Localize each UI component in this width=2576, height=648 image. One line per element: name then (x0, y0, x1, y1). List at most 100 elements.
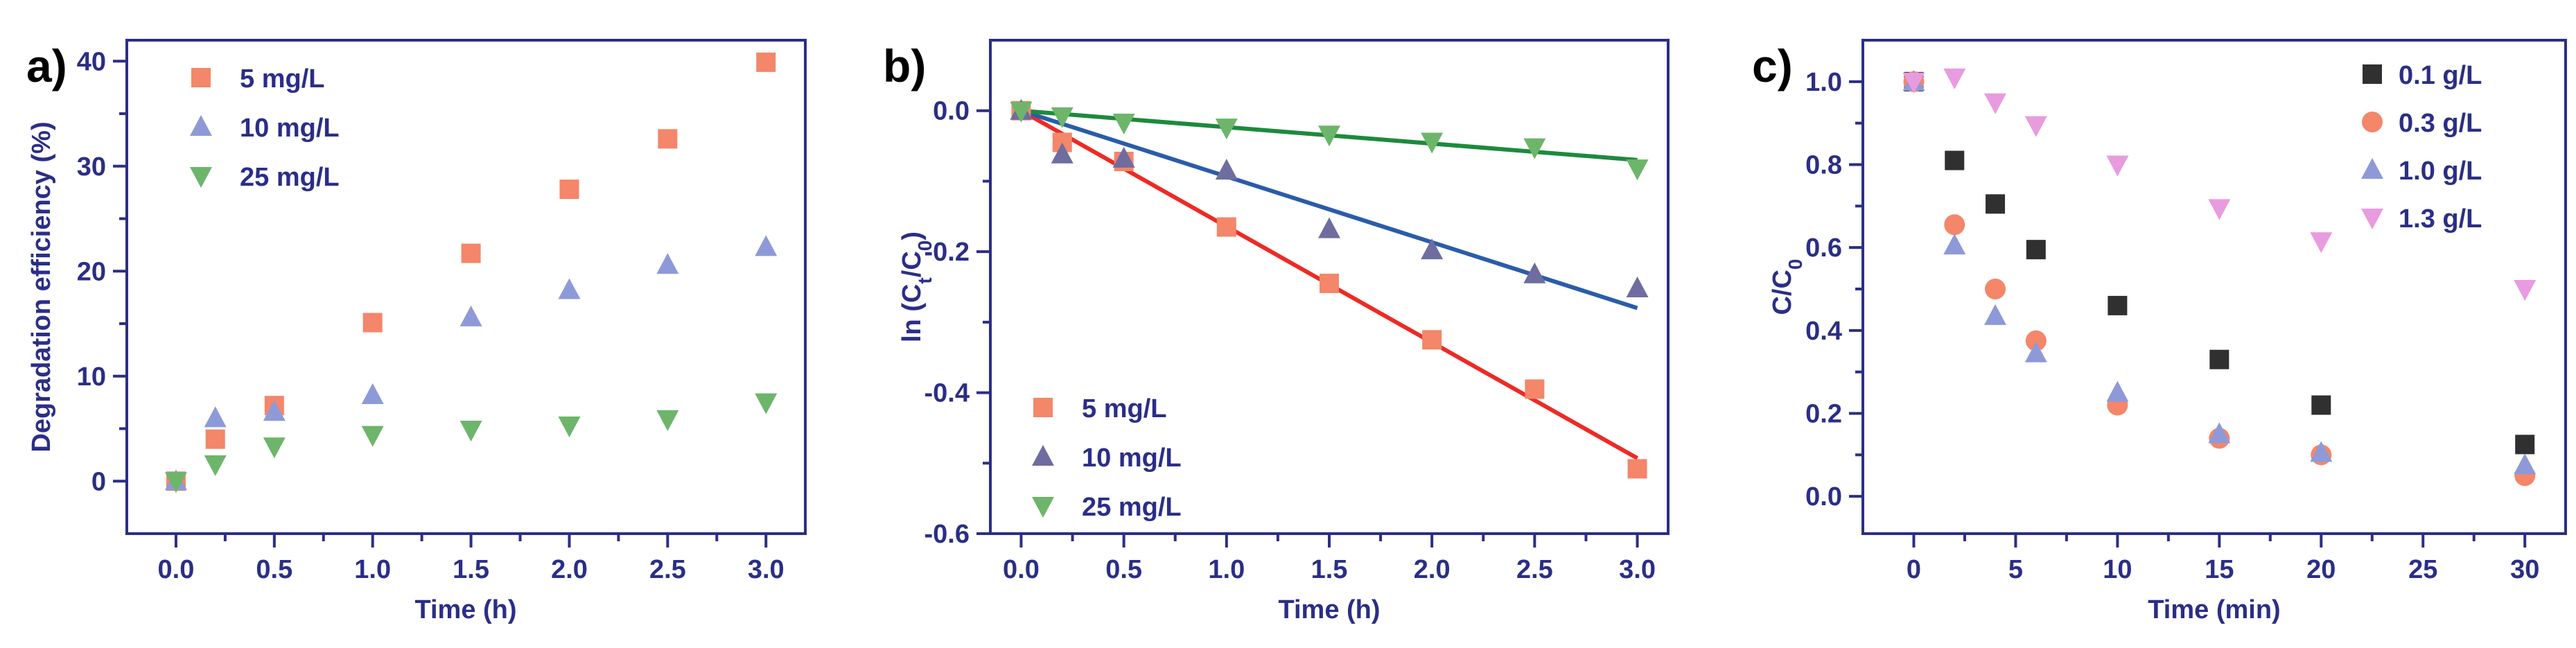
data-point (2209, 349, 2229, 369)
y-tick-label: 10 (77, 362, 106, 392)
data-point (1944, 214, 1965, 236)
legend: 5 mg/L 10 mg/L 25 mg/L (1032, 394, 1182, 522)
legend-marker (190, 115, 212, 136)
data-point (1112, 146, 1135, 168)
data-point (1215, 159, 1238, 180)
y-axis-title-part: /C (897, 251, 927, 277)
data-point (558, 278, 581, 299)
y-tick-label: 0.6 (1805, 234, 1842, 263)
data-point (1051, 142, 1074, 164)
legend-label: 5 mg/L (240, 64, 324, 94)
y-tick-label: 0.0 (933, 97, 970, 126)
data-point (1627, 459, 1647, 479)
data-point (1318, 217, 1340, 238)
y-tick-label: -0.2 (925, 238, 970, 267)
data-point (2310, 441, 2333, 462)
y-tick-label: 1.0 (1805, 68, 1842, 97)
data-point (1943, 68, 1966, 89)
x-tick-label: 0.5 (1105, 555, 1142, 584)
data-point (1320, 273, 1339, 293)
data-point (558, 416, 581, 437)
data-point (656, 410, 679, 431)
data-point (1626, 277, 1649, 298)
legend: 0.1 g/L 0.3 g/L 1.0 g/L 1.3 g/L (2361, 61, 2482, 234)
x-tick-label: 30 (2510, 555, 2539, 584)
data-point (1318, 125, 1340, 147)
data-point (1943, 234, 1966, 255)
legend-label: 1.0 g/L (2399, 157, 2482, 186)
x-tick-label: 5 (2008, 555, 2023, 584)
legend-label: 10 mg/L (240, 114, 340, 143)
legend: 5 mg/L 10 mg/L 25 mg/L (190, 64, 340, 192)
panel-label: a) (26, 40, 67, 91)
data-point (2208, 199, 2231, 220)
y-tick-label: 0.2 (1805, 399, 1842, 428)
data-point (1945, 150, 1965, 170)
legend-label: 5 mg/L (1082, 394, 1166, 423)
x-tick-label: 2.0 (1414, 555, 1451, 584)
x-tick-label: 1.0 (354, 555, 391, 584)
data-point (204, 406, 227, 428)
y-axis-title-part: 0 (1785, 259, 1806, 270)
data-point (1984, 93, 2007, 114)
y-tick-label: 0.8 (1805, 150, 1842, 179)
legend-label: 25 mg/L (1082, 493, 1182, 522)
y-tick-label: 0 (91, 467, 106, 496)
data-point (1422, 330, 1442, 350)
x-tick-label: 20 (2306, 555, 2336, 584)
data-point (361, 426, 384, 447)
x-axis-title: Time (h) (1278, 595, 1380, 624)
data-point (2310, 232, 2333, 254)
chart-panel-3: 0 5 10 15 20 25 30 0.0 0.2 0.4 0.6 0.8 1.0 Time (min)… (1752, 39, 2567, 624)
x-axis-title: Time (h) (414, 595, 516, 624)
data-point (362, 313, 383, 333)
data-point (2024, 341, 2047, 362)
y-tick-label: 40 (77, 47, 106, 76)
legend-marker (2362, 112, 2383, 132)
legend-marker (1033, 398, 1053, 417)
legend-label: 0.3 g/L (2399, 109, 2482, 138)
data-point (461, 243, 481, 263)
data-point (2106, 380, 2129, 402)
x-tick-label: 0.0 (1003, 555, 1040, 584)
data-point (1421, 132, 1444, 154)
data-point (1986, 194, 2006, 214)
data-point (755, 235, 778, 256)
data-point (1984, 304, 2007, 325)
data-point (2108, 295, 2128, 315)
x-tick-label: 15 (2205, 555, 2234, 584)
y-axis-title-part: t (914, 277, 936, 283)
chart-panel-1: 0.0 0.5 1.0 1.5 2.0 2.5 3.0 0 10 20 30 40 Time (h) De… (26, 39, 807, 624)
x-tick-label: 25 (2408, 555, 2437, 584)
data-point (656, 253, 679, 274)
data-point (164, 472, 187, 493)
chart-panel-2: 0.0 0.5 1.0 1.5 2.0 2.5 3.0 0.0 -0.2 -0.4 -0.6 Time… (883, 39, 1670, 624)
x-tick-label: 3.0 (1619, 555, 1656, 584)
legend-label: 1.3 g/L (2399, 204, 2482, 234)
legend-marker (1032, 497, 1054, 518)
plot-frame (125, 39, 807, 535)
data-point (459, 421, 482, 442)
data-point (2208, 422, 2231, 444)
y-axis-title: C/C0 (1768, 259, 1806, 315)
legend-marker (190, 167, 212, 188)
data-point (1215, 119, 1238, 140)
y-tick-label: 20 (77, 257, 106, 286)
x-tick-label: 0.0 (158, 555, 195, 584)
x-tick-label: 2.5 (649, 555, 686, 584)
data-point (263, 400, 286, 421)
y-axis-title-part: ln (C (897, 284, 927, 342)
data-point (2311, 395, 2331, 415)
panel-label: c) (1752, 40, 1793, 91)
legend-marker (2361, 209, 2383, 229)
data-point (755, 393, 778, 414)
x-tick-label: 1.0 (1208, 555, 1245, 584)
data-point (459, 305, 482, 326)
plot-frame (1861, 39, 2567, 535)
data-point (205, 429, 225, 449)
data-point (2025, 330, 2047, 351)
x-tick-label: 2.5 (1516, 555, 1553, 584)
legend-marker (2363, 64, 2382, 84)
data-point (1902, 72, 1925, 94)
